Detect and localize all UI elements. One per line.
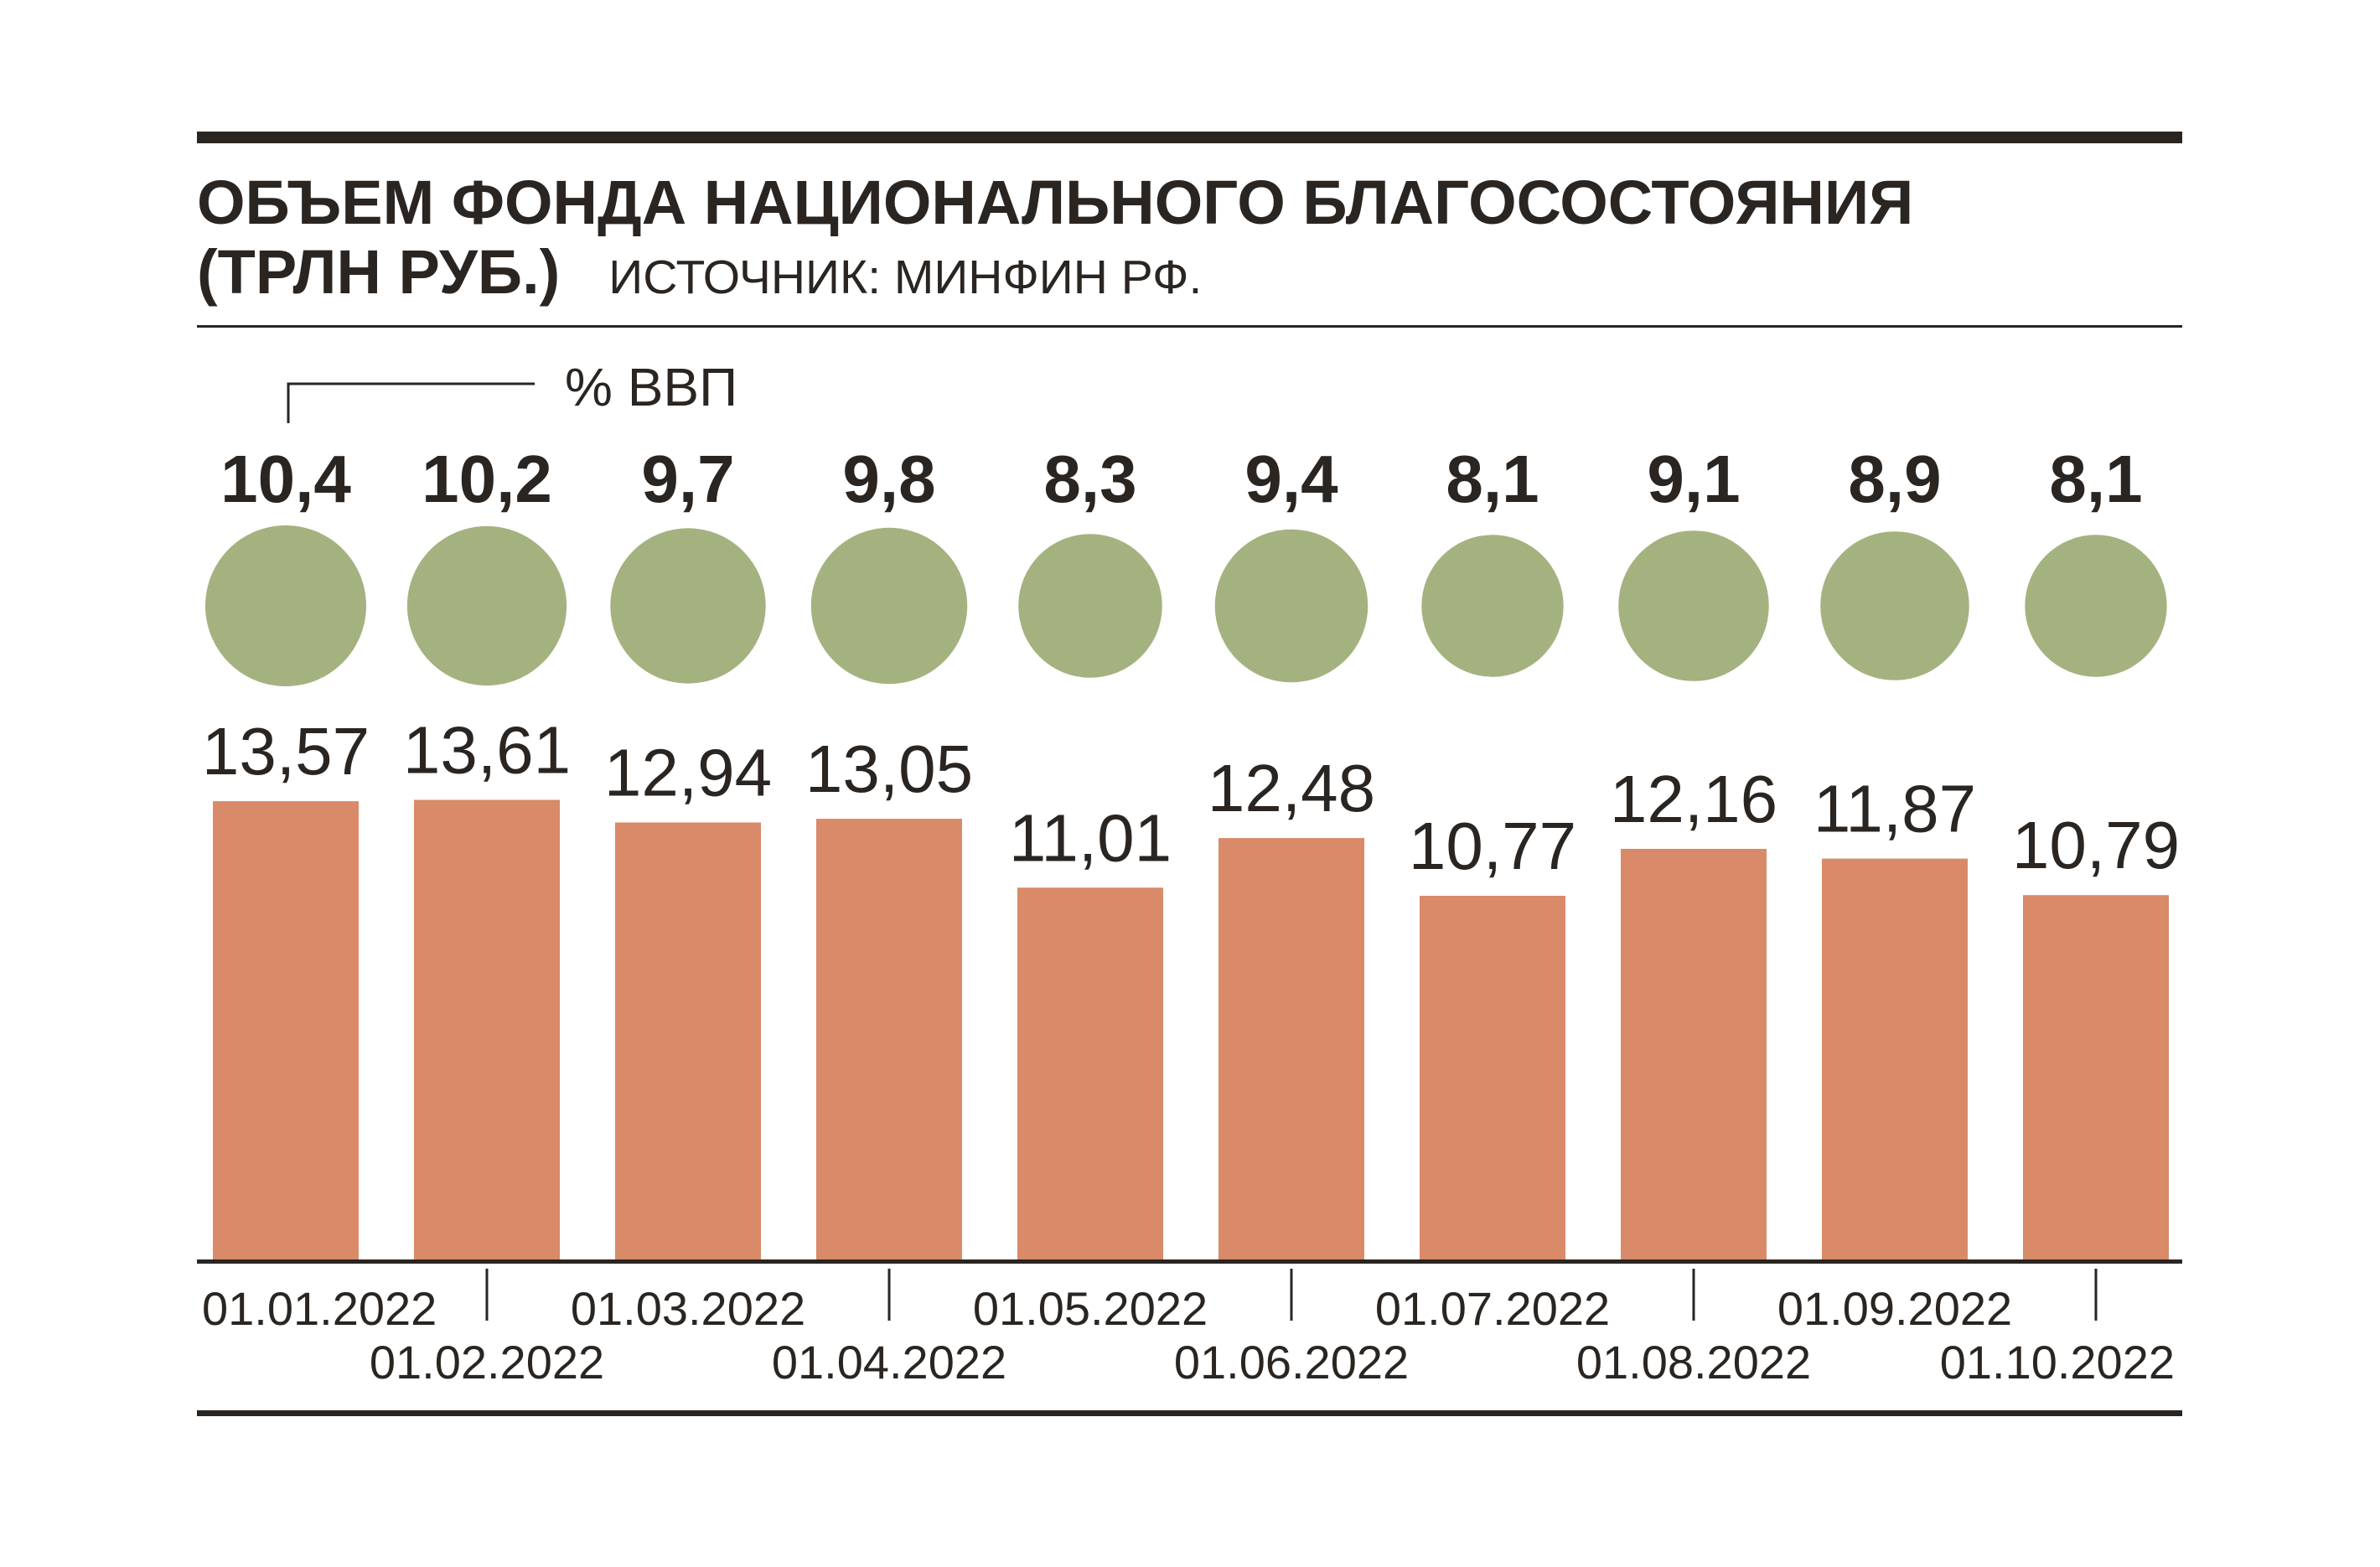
gdp-share-circle	[1820, 531, 1969, 680]
gdp-share-circle	[1618, 530, 1769, 681]
bar	[615, 822, 761, 1259]
bar	[816, 819, 962, 1259]
gdp-share-circle	[1214, 529, 1368, 683]
bar	[414, 799, 560, 1259]
x-tick-label: 01.05.2022	[973, 1282, 1208, 1335]
gdp-share-circles	[205, 525, 2167, 686]
bar-value-label: 10,77	[1409, 809, 1576, 883]
gdp-share-circle	[2025, 535, 2167, 677]
x-tick-marks	[485, 1269, 2098, 1321]
bar	[1822, 858, 1968, 1259]
bar-value-label: 12,16	[1610, 762, 1777, 836]
source-note: ИСТОЧНИК: МИНФИН РФ.	[608, 251, 1203, 304]
legend-label: % ВВП	[565, 357, 737, 417]
gdp-share-circle	[205, 525, 366, 686]
x-tick-label: 01.10.2022	[1940, 1336, 2175, 1389]
x-tick-labels: 01.01.202201.02.202201.03.202201.04.2022…	[202, 1282, 2175, 1389]
top-rule	[197, 132, 2182, 143]
x-tick-label: 01.02.2022	[370, 1336, 604, 1389]
header-rule	[197, 325, 2182, 328]
gdp-share-label: 10,4	[220, 442, 351, 516]
chart-title: ОБЪЕМ ФОНДА НАЦИОНАЛЬНОГО БЛАГОСОСТОЯНИЯ	[197, 168, 1914, 237]
bar-value-label: 12,48	[1208, 751, 1375, 825]
gdp-share-label: 9,8	[842, 442, 935, 516]
x-tick-label: 01.03.2022	[571, 1282, 805, 1335]
bar-value-label: 13,61	[403, 713, 571, 788]
title-unit: (ТРЛН РУБ.)	[197, 237, 561, 307]
gdp-share-circle	[810, 527, 968, 685]
bar-value-label: 10,79	[2012, 808, 2180, 882]
bar	[1420, 896, 1565, 1259]
x-tick-label: 01.08.2022	[1576, 1336, 1811, 1389]
bar-value-label: 13,05	[805, 732, 973, 806]
gdp-share-label: 8,1	[1446, 442, 1539, 516]
x-tick-label: 01.04.2022	[772, 1336, 1006, 1389]
gdp-share-labels: 10,4 10,2 9,7 9,8 8,3 9,4 8,1 9,1 8,9 8,1	[220, 442, 2142, 516]
gdp-share-circle	[1421, 535, 1564, 677]
x-tick-label: 01.01.2022	[202, 1282, 437, 1335]
bar-value-label: 13,57	[202, 714, 370, 789]
x-tick-label: 01.07.2022	[1375, 1282, 1610, 1335]
gdp-share-label: 9,4	[1244, 442, 1338, 516]
chart-subtitle: (ТРЛН РУБ.) ИСТОЧНИК: МИНФИН РФ.	[197, 241, 1202, 308]
bar-value-label: 12,94	[604, 736, 772, 810]
x-tick-label: 01.09.2022	[1777, 1282, 2012, 1335]
gdp-share-label: 8,3	[1043, 442, 1136, 516]
gdp-share-circle	[610, 528, 766, 684]
x-tick-label: 01.06.2022	[1174, 1336, 1409, 1389]
bar	[1218, 838, 1364, 1259]
gdp-share-circle	[1018, 534, 1162, 678]
bar-value-label: 11,87	[1813, 772, 1976, 846]
gdp-share-circle	[406, 525, 567, 686]
bar	[213, 801, 359, 1259]
bar	[1621, 849, 1767, 1259]
bar	[2023, 895, 2169, 1259]
x-axis-line	[197, 1259, 2182, 1264]
bottom-rule	[197, 1410, 2182, 1416]
gdp-share-label: 9,1	[1647, 442, 1740, 516]
bar-value-labels: 13,57 13,61 12,94 13,05 11,01 12,48 10,77 12,16…	[202, 713, 2180, 884]
gdp-share-label: 9,7	[641, 442, 734, 516]
gdp-share-label: 8,1	[2049, 442, 2142, 516]
bar	[1017, 887, 1163, 1259]
bars	[213, 799, 2169, 1259]
gdp-share-label: 8,9	[1848, 442, 1941, 516]
legend-leader-line	[287, 382, 535, 423]
gdp-share-label: 10,2	[422, 442, 552, 516]
bar-value-label: 11,01	[1009, 800, 1172, 875]
